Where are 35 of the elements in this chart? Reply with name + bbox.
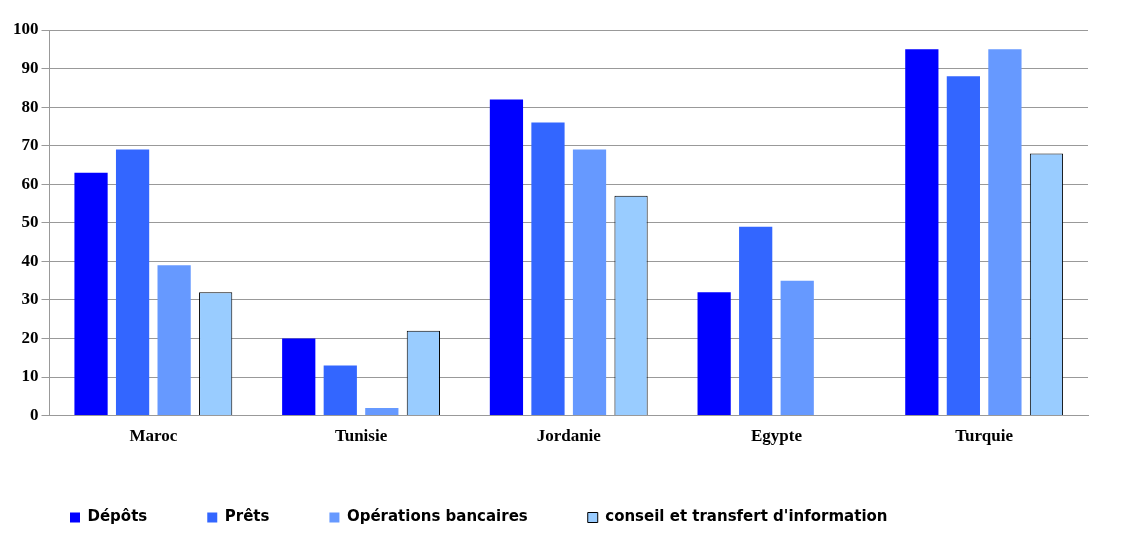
legend-label: Prêts	[224, 507, 270, 526]
bar	[157, 265, 191, 416]
y-tick-label: 60	[21, 173, 39, 193]
y-tick-label: 90	[21, 57, 39, 77]
x-tick-label: Egypte	[750, 426, 803, 446]
bar	[572, 149, 607, 416]
bar	[739, 226, 773, 416]
legend-label: conseil et transfert d'information	[605, 507, 888, 526]
bar	[489, 99, 524, 416]
bar	[323, 365, 357, 416]
bar	[74, 172, 108, 416]
y-tick-label: 80	[21, 96, 39, 116]
bar	[988, 49, 1022, 416]
bar	[780, 280, 814, 416]
bar	[697, 292, 731, 416]
y-tick-label: 40	[21, 250, 39, 270]
y-tick-label: 50	[21, 212, 39, 232]
bar	[531, 122, 565, 416]
y-tick-label: 0	[30, 404, 39, 424]
bar	[115, 149, 150, 416]
x-tick-label: Jordanie	[536, 426, 602, 446]
legend-label: Opérations bancaires	[346, 507, 528, 526]
y-tick-label: 10	[21, 366, 39, 386]
y-tick-label: 100	[13, 19, 39, 39]
x-tick-label: Maroc	[129, 426, 178, 446]
legend-label: Dépôts	[87, 507, 148, 526]
y-tick-label: 70	[21, 135, 39, 155]
bar	[365, 407, 399, 416]
x-tick-label: Turquie	[955, 426, 1014, 446]
bar	[946, 76, 980, 416]
x-tick-label: Tunisie	[334, 426, 388, 446]
y-tick-label: 20	[21, 327, 39, 347]
bar	[282, 338, 316, 416]
y-tick-label: 30	[21, 289, 39, 309]
bar	[905, 49, 939, 416]
